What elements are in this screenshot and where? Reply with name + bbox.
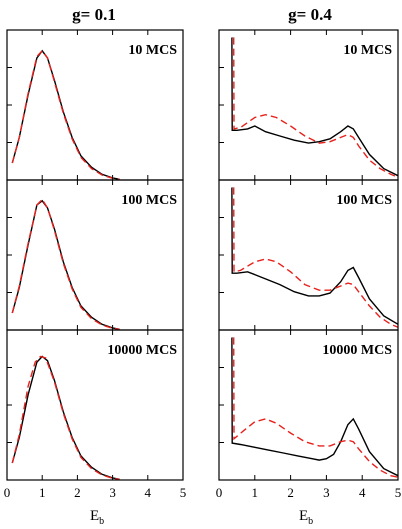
series-line-black [11,355,120,480]
x-axis-left: Eb 0 1 2 3 4 5 [4,485,187,527]
x-tick-label: 5 [180,485,187,500]
x-tick-label: 3 [109,485,116,500]
x-tick-label: 0 [216,485,223,500]
x-tick-label: 4 [359,485,366,500]
panel-label: 10 MCS [343,43,392,58]
panel-4: 100 MCS [218,179,399,331]
x-tick-label: 4 [145,485,152,500]
series-line-red [11,355,120,480]
x-tick-label: 2 [287,485,294,500]
series-line-red [233,37,398,178]
series-line-black [11,199,120,330]
series-line-red [233,187,398,328]
x-tick-label: 1 [39,485,46,500]
panels-group: 10 MCS 10 MCS 100 MCS 100 MCS 10000 MCS 10000… [6,29,399,481]
panel-label: 10000 MCS [107,343,177,358]
panel-3: 100 MCS [6,179,184,331]
x-axis-label-right: Eb [299,508,313,527]
panel-label: 100 MCS [336,193,392,208]
x-tick-label: 1 [252,485,259,500]
x-axis-right: Eb 0 1 2 3 4 5 [216,485,402,527]
panel-5: 10000 MCS [6,329,184,481]
series-line-red [11,49,120,180]
series-line-black [11,49,120,180]
panel-1: 10 MCS [6,29,184,181]
panel-6: 10000 MCS [218,329,399,481]
series-line-black [231,187,398,325]
x-axis-label-left: Eb [90,508,104,527]
panel-label: 10000 MCS [322,343,392,358]
column-title-left: g= 0.1 [72,5,116,24]
panel-label: 10 MCS [128,43,177,58]
series-line-black [231,337,398,477]
series-line-red [233,337,398,478]
column-title-right: g= 0.4 [288,5,332,24]
x-tick-label: 2 [74,485,81,500]
series-line-red [11,198,120,330]
panel-2: 10 MCS [218,29,399,181]
panel-label: 100 MCS [121,193,177,208]
x-tick-label: 3 [323,485,330,500]
x-tick-label: 5 [395,485,402,500]
series-line-black [231,37,398,177]
x-tick-label: 0 [4,485,11,500]
